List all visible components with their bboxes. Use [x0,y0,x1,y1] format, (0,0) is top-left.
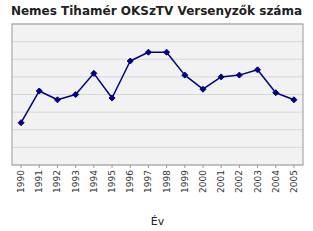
x-tick-label: 2005 [289,170,299,193]
data-group [18,49,297,126]
x-tick [57,165,58,168]
data-point [236,72,242,78]
x-tick [293,165,294,168]
x-tick-label: 2003 [253,170,263,193]
data-point [73,92,79,98]
data-point [182,72,188,78]
x-tick [75,165,76,168]
y-grid-line [12,112,303,113]
x-tick-label: 2004 [271,170,281,193]
x-tick [130,165,131,168]
x-tick [148,165,149,168]
x-tick [21,165,22,168]
x-tick [166,165,167,168]
x-tick [239,165,240,168]
chart-title: Nemes Tihamér OKSzTV Versenyzők száma [11,4,302,18]
x-tick-label: 2001 [216,170,226,193]
x-tick-label: 1992 [52,170,62,193]
x-tick-label: 1999 [180,170,190,193]
x-tick-label: 2000 [198,170,208,193]
data-point [200,86,206,92]
data-point [164,49,170,55]
data-point [36,88,42,94]
data-point [145,49,151,55]
chart-container: 1990 1991 1992 1993 1994 1995 1996 1997 1998 1999… [0,0,313,231]
x-tick [39,165,40,168]
y-grid-line [12,59,303,60]
chart-svg: 1990 1991 1992 1993 1994 1995 1996 1997 1998 1999… [0,0,313,231]
x-tick-label: 1998 [162,170,172,193]
x-tick [112,165,113,168]
plot-frame [12,24,303,165]
data-point [218,74,224,80]
data-point [18,120,24,126]
x-tick [93,165,94,168]
data-point [109,95,115,101]
x-tick-label: 1995 [107,170,117,193]
data-point [91,70,97,76]
y-grid-line [12,129,303,130]
x-tick-label: 2002 [234,170,244,193]
x-tick-label: 1996 [125,170,135,193]
x-tick-label: 1994 [89,170,99,193]
data-line [21,52,294,123]
x-tick-label: 1990 [16,170,26,193]
data-point [127,58,133,64]
data-point [54,97,60,103]
data-point [255,67,261,73]
data-point [291,97,297,103]
x-tick [202,165,203,168]
data-point [273,90,279,96]
y-grid-line [12,94,303,95]
y-grid-line [12,147,303,148]
x-tick-label: 1991 [34,170,44,193]
x-tick-label: 1997 [143,170,153,193]
x-axis-label: Év [151,215,165,228]
x-tick [221,165,222,168]
plot-background [12,24,303,165]
x-tick-label: 1993 [71,170,81,193]
x-tick [275,165,276,168]
y-grid-line [12,41,303,42]
x-tick [184,165,185,168]
y-grid-line [12,76,303,77]
x-tick [257,165,258,168]
